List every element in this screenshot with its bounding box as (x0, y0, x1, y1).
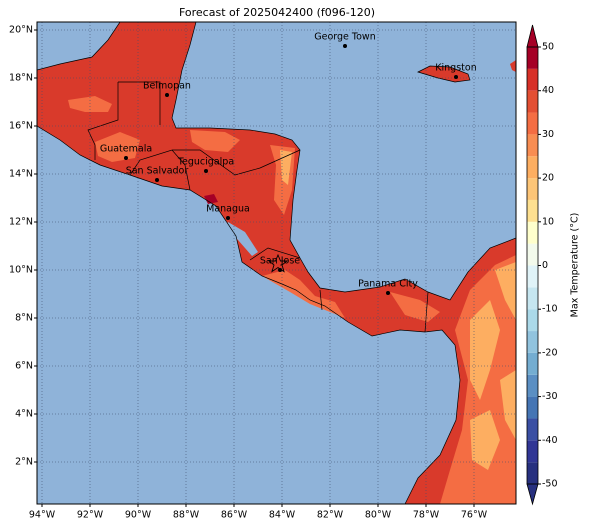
y-tick-label: 6°N (15, 361, 33, 372)
y-tick-label: 20°N (9, 25, 33, 36)
orange-patch (390, 292, 440, 322)
x-tick-label: 84°W (269, 510, 296, 521)
colorbar-segment (527, 112, 538, 135)
light-patch (470, 410, 500, 470)
colorbar-tick-label: 30 (542, 129, 554, 140)
city-label: Belmopan (143, 81, 191, 92)
x-tick-label: 94°W (29, 510, 56, 521)
colorbar-tick-label: 10 (542, 216, 554, 227)
city-dot (155, 178, 159, 182)
colorbar-tick-label: 40 (542, 85, 554, 96)
colorbar-segment (527, 199, 538, 222)
title: Forecast of 2025042400 (f096-120) (179, 6, 375, 19)
colorbar-segment (527, 396, 538, 419)
city-label: Panama City (358, 279, 418, 290)
colorbar-extend (526, 24, 539, 48)
colorbar-tick-label: 0 (542, 260, 548, 271)
orange-patch (190, 130, 240, 152)
y-tick-label: 18°N (9, 73, 33, 84)
lake (226, 222, 258, 256)
colorbar-tick-label: 50 (542, 42, 554, 53)
capital-star (267, 253, 289, 273)
map-area (37, 22, 516, 504)
colorbar-segment (527, 243, 538, 266)
colorbar-tick-label: -30 (542, 391, 558, 402)
colorbar-tick-label: 20 (542, 173, 554, 184)
x-tick-label: 78°W (413, 510, 440, 521)
city-label: Kingston (435, 63, 476, 74)
colorbar-segment (527, 90, 538, 113)
land (37, 22, 516, 504)
city-label: Managua (206, 204, 250, 215)
y-tick-label: 2°N (15, 457, 33, 468)
border (87, 81, 429, 333)
city-dot (343, 44, 347, 48)
y-tick-label: 4°N (15, 409, 33, 420)
colorbar-segment (527, 309, 538, 332)
colorbar-segment (527, 68, 538, 91)
y-tick-label: 8°N (15, 313, 33, 324)
colorbar-segment (527, 331, 538, 353)
city-dot (204, 169, 208, 173)
colorbar-segment (527, 134, 538, 157)
colorbar-tick-label: -10 (542, 304, 558, 315)
colorbar-label: Max Temperature (°C) (570, 213, 581, 318)
colorbar-segment (527, 462, 538, 484)
axes: 94°W 92°W 90°W 88°W 86°W 84°W 82°W 80°W 78°W 76°W… (9, 25, 488, 521)
city-dot (454, 75, 458, 79)
city-label: George Town (314, 32, 375, 43)
x-tick-label: 90°W (125, 510, 152, 521)
light-patch (470, 300, 500, 400)
city-label: Tegucigalpa (177, 157, 234, 168)
y-tick-label: 12°N (9, 217, 33, 228)
map-frame (36, 21, 517, 505)
colorbar-segment (527, 287, 538, 310)
x-tick-label: 80°W (365, 510, 392, 521)
orange-patch (280, 150, 292, 185)
light-patch (495, 262, 516, 320)
colorbar-tick-label: -40 (542, 435, 558, 446)
colorbar-segment (527, 352, 538, 375)
colorbar-segment (527, 374, 538, 397)
city-dot (386, 291, 390, 295)
coastline (37, 22, 516, 504)
city-dot (124, 156, 128, 160)
y-tick-label: 14°N (9, 169, 33, 180)
y-tick-label: 10°N (9, 265, 33, 276)
land (510, 60, 516, 72)
x-tick-label: 86°W (221, 510, 248, 521)
colorbar-tick-label: -50 (542, 479, 558, 490)
colorbar-segment (527, 440, 538, 463)
city-dot (165, 93, 169, 97)
colorbar-segment (527, 178, 538, 200)
colorbar-extend (526, 483, 539, 506)
city-label: Guatemala (100, 144, 152, 155)
colorbar-tick-label: -20 (542, 347, 558, 358)
colorbar-segment (527, 265, 538, 288)
x-tick-label: 82°W (317, 510, 344, 521)
x-tick-label: 88°W (173, 510, 200, 521)
orange-patch (95, 132, 140, 162)
colorbar-segment (527, 221, 538, 244)
colorbar-segment (527, 156, 538, 179)
colorbar-segment (527, 47, 538, 69)
colorbar: 50 40 30 20 10 0 -10 -20 -30 -40 -50 (526, 24, 558, 506)
dark-patch (204, 194, 218, 204)
x-tick-label: 76°W (461, 510, 488, 521)
light-patch (500, 370, 516, 440)
gridlines (37, 22, 516, 504)
x-tick-label: 92°W (77, 510, 104, 521)
y-tick-label: 16°N (9, 121, 33, 132)
city-dot (226, 216, 230, 220)
colorbar-segment (527, 418, 538, 441)
city-label: San Salvador (126, 166, 189, 177)
